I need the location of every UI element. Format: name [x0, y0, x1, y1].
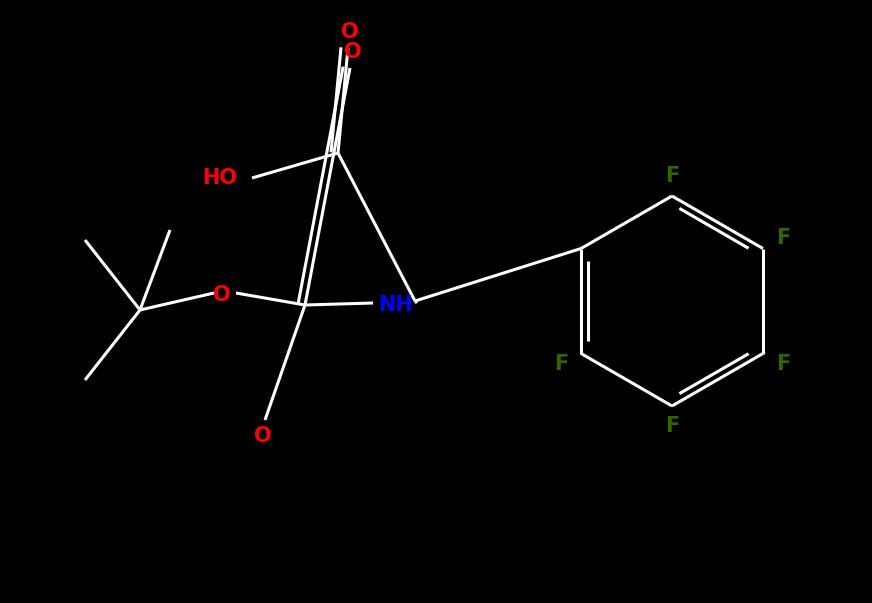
Text: HO: HO	[202, 168, 237, 188]
Text: F: F	[776, 353, 790, 373]
Text: F: F	[776, 229, 790, 248]
Text: O: O	[213, 285, 231, 305]
Text: F: F	[664, 416, 679, 436]
Text: NH: NH	[378, 295, 412, 315]
Text: F: F	[664, 166, 679, 186]
Text: F: F	[554, 353, 569, 373]
Text: O: O	[341, 22, 358, 42]
Text: O: O	[254, 426, 272, 446]
Text: O: O	[344, 42, 362, 62]
